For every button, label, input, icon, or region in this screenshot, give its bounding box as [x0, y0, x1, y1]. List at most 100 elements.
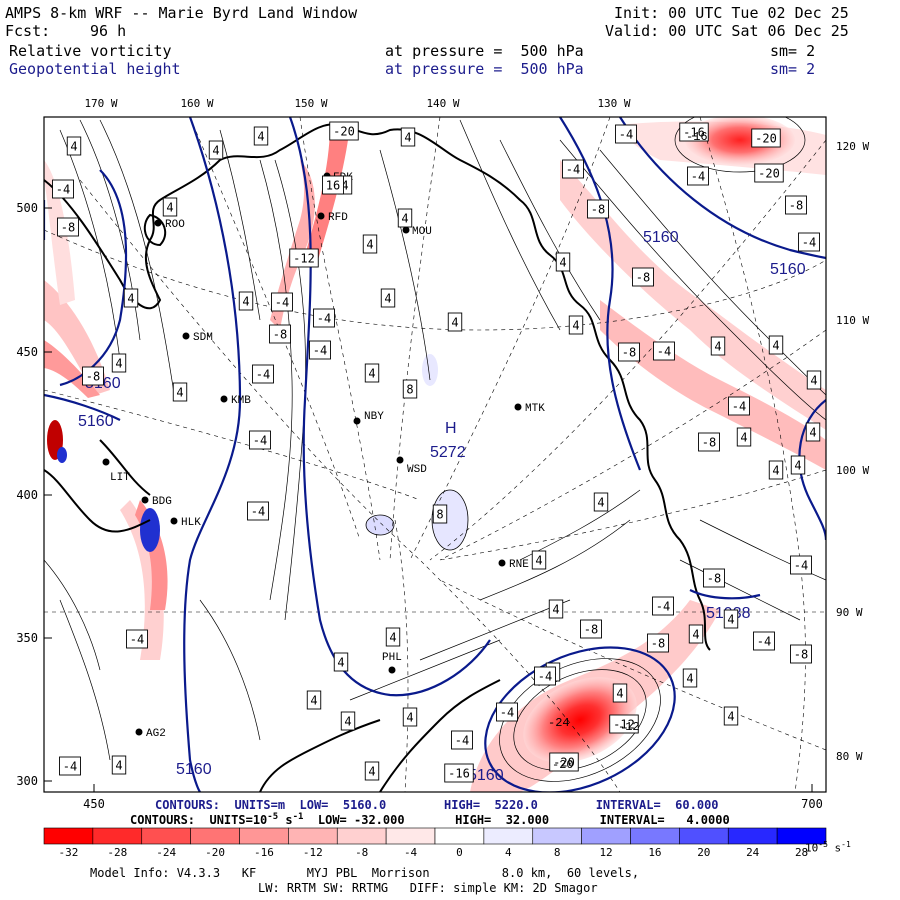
lon-label: 170 W	[84, 97, 117, 110]
y-tick-label: 300	[16, 774, 38, 788]
vort-box-label: 4	[710, 336, 726, 356]
svg-text:4: 4	[686, 672, 693, 686]
model-info-physics: LW: RRTM SW: RRTMG DIFF: simple KM: 2D S…	[258, 881, 598, 895]
station-dot-wsd	[396, 456, 404, 464]
vort-box-label: 4	[400, 127, 416, 147]
colorbar-units: 10-5 s-1	[805, 840, 851, 855]
high-center: H 5272	[430, 420, 466, 461]
x-tick-label: 700	[801, 797, 823, 811]
colorbar-swatch	[679, 827, 729, 845]
vort-box-label: -4	[126, 629, 148, 649]
station-label: HLK	[181, 517, 201, 529]
colorbar-tick-label: -8	[355, 846, 369, 859]
vort-box-label: -4	[309, 340, 331, 360]
overlay-labels: -16 -24 -12 -20	[548, 130, 708, 772]
vort-box-label: 4	[688, 624, 704, 644]
field1-name: Relative vorticity	[9, 42, 172, 60]
svg-text:4: 4	[597, 496, 604, 510]
svg-text:4: 4	[368, 367, 375, 381]
svg-text:-4: -4	[63, 760, 77, 774]
vort-box-label: -4	[496, 702, 518, 722]
svg-text:-20: -20	[553, 756, 575, 770]
svg-text:4: 4	[406, 711, 413, 725]
colorbar-tick-label: 8	[553, 846, 561, 859]
svg-text:4: 4	[242, 295, 249, 309]
vort-box-label: 4	[593, 492, 609, 512]
svg-text:-4: -4	[538, 670, 552, 684]
svg-text:4: 4	[535, 554, 542, 568]
colorbar-swatch	[483, 827, 534, 845]
lon-label: 160 W	[180, 97, 213, 110]
svg-text:-12: -12	[613, 718, 635, 732]
svg-text:-4: -4	[251, 505, 265, 519]
height-contour-info: CONTOURS: UNITS=m LOW= 5160.0 HIGH= 5220…	[155, 798, 719, 812]
colorbar-swatch	[434, 827, 485, 845]
field2-level: at pressure = 500 hPa	[385, 60, 584, 78]
station-dot-nby	[353, 417, 361, 425]
svg-text:-4: -4	[802, 236, 816, 250]
colorbar-tick-label: 28	[794, 846, 809, 859]
svg-text:4: 4	[727, 613, 734, 627]
station-dot-rne	[498, 559, 506, 567]
colorbar-swatch	[92, 827, 143, 845]
vort-box-label: 4	[736, 427, 752, 447]
vort-box-label: 4	[162, 197, 178, 217]
svg-text:-8: -8	[273, 328, 287, 342]
svg-text:-4: -4	[619, 128, 633, 142]
colorbar-tick-label: 20	[697, 846, 711, 859]
vorticity-box-labels: 4444444444444444444444444444444444444444…	[52, 121, 822, 783]
svg-text:4: 4	[572, 319, 579, 333]
svg-text:-16: -16	[448, 767, 470, 781]
lon-label: 80 W	[836, 750, 863, 763]
forecast-label: Fcst:	[5, 22, 51, 40]
vort-box-label: -16	[444, 763, 474, 783]
svg-text:8: 8	[436, 508, 443, 522]
colorbar-swatch	[288, 827, 338, 845]
x-tick-label: 450	[83, 797, 105, 811]
station-dot-phl	[388, 666, 396, 674]
svg-text:-8: -8	[651, 637, 665, 651]
colorbar-tick-label: 24	[746, 846, 760, 859]
colorbar-tick-label: 16	[648, 846, 662, 859]
vort-box-label: 4	[111, 353, 127, 373]
vort-box-label: 4	[447, 312, 463, 332]
vort-box-label: -4	[252, 364, 274, 384]
vort-box-label: -16	[679, 122, 709, 142]
model-info: Model Info: V4.3.3 KF MYJ PBL Morrison 8…	[90, 866, 640, 880]
svg-text:4: 4	[401, 212, 408, 226]
height-label: 5160	[176, 761, 212, 778]
svg-text:4: 4	[772, 339, 779, 353]
svg-text:-12: -12	[293, 252, 315, 266]
colorbar-swatch	[630, 827, 680, 845]
svg-text:-8: -8	[636, 271, 650, 285]
station-dot-roo	[154, 219, 162, 227]
svg-text:-4: -4	[313, 344, 327, 358]
station-label: LIT	[110, 472, 130, 484]
station-dot-mou	[402, 226, 410, 234]
colorbar-tick-label: 0	[456, 846, 463, 859]
vort-box-label: -12	[289, 248, 319, 268]
svg-text:4: 4	[166, 201, 173, 215]
vort-box-label: 4	[790, 455, 806, 475]
station-dot-hlk	[170, 517, 178, 525]
field1-level: at pressure = 500 hPa	[385, 42, 584, 60]
colorbar-swatch	[43, 827, 94, 845]
station-label: WSD	[407, 464, 427, 476]
vort-box-label: -8	[57, 217, 79, 237]
vort-box-label: 4	[548, 599, 564, 619]
forecast-hour: 96 h	[90, 22, 127, 40]
colorbar-tick-label: -20	[205, 846, 225, 859]
colorbar-swatch	[727, 827, 778, 845]
svg-text:-20: -20	[333, 125, 355, 139]
vort-box-label: -8	[647, 633, 669, 653]
vort-box-label: 4	[123, 288, 139, 308]
vort-box-label: 16	[322, 175, 344, 195]
svg-text:4: 4	[389, 631, 396, 645]
svg-text:-4: -4	[794, 559, 808, 573]
svg-text:4: 4	[366, 238, 373, 252]
lon-label: 150 W	[294, 97, 327, 110]
lon-label: 90 W	[836, 606, 863, 619]
svg-text:4: 4	[115, 759, 122, 773]
lon-label: 110 W	[836, 314, 869, 327]
svg-text:-4: -4	[757, 635, 771, 649]
